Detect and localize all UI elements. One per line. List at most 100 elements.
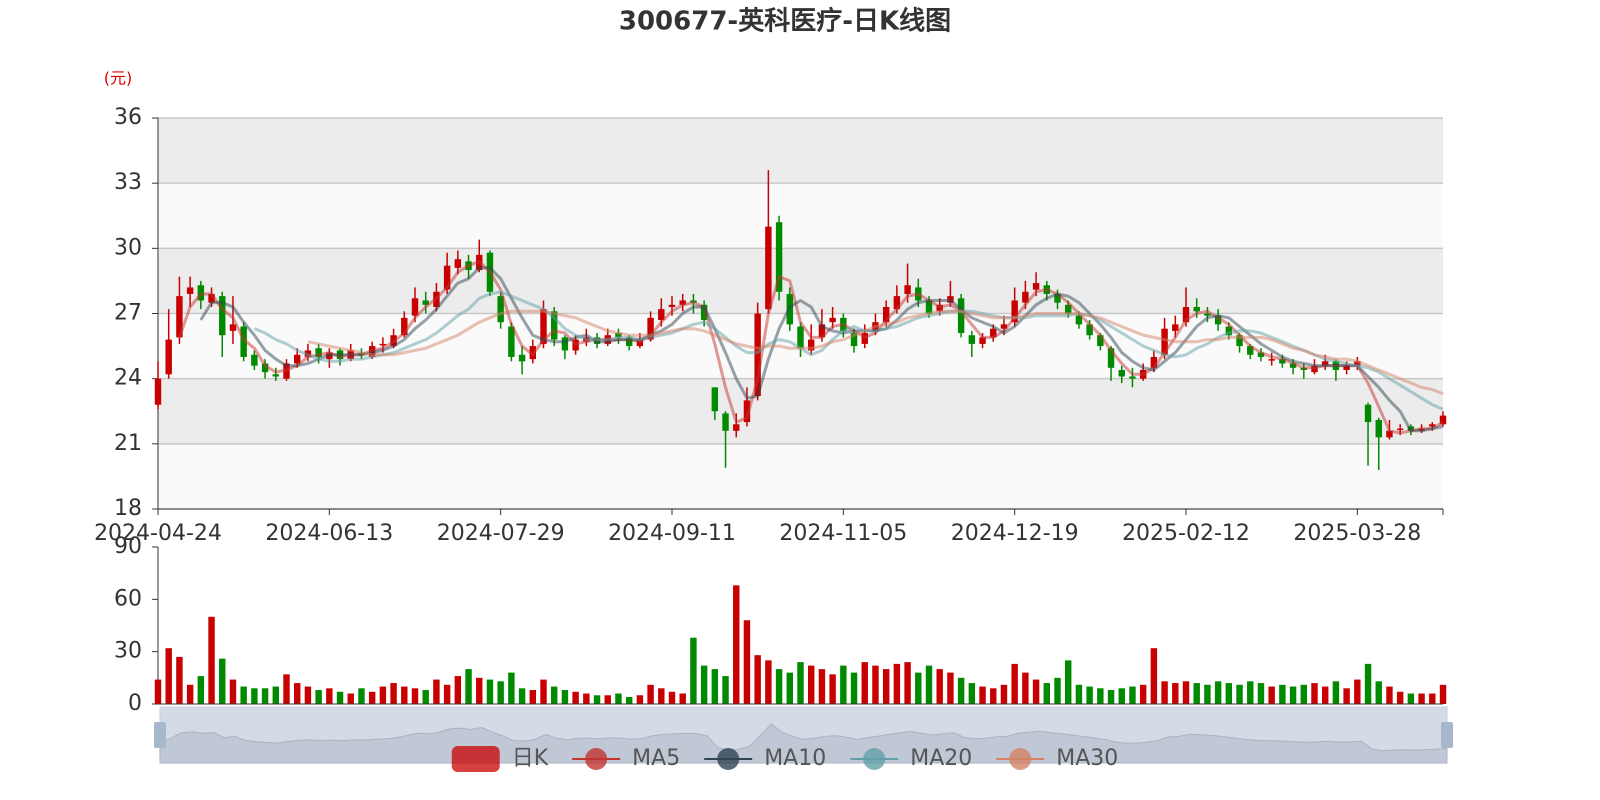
x-tick-label: 2024-12-19 xyxy=(951,521,1079,546)
volume-bar xyxy=(518,688,526,704)
volume-bar xyxy=(936,669,943,704)
volume-bar xyxy=(807,665,815,704)
volume-bar xyxy=(272,686,280,704)
candle-body xyxy=(229,324,237,331)
candle-body xyxy=(550,311,558,340)
y-tick-label: 24 xyxy=(114,366,142,391)
legend-item[interactable]: MA20 xyxy=(850,746,972,771)
legend-item[interactable]: MA30 xyxy=(996,746,1118,771)
volume-bar xyxy=(240,686,247,704)
volume-bar xyxy=(990,688,997,704)
volume-bar xyxy=(1257,683,1265,704)
volume-bar xyxy=(1118,688,1125,704)
candle-body xyxy=(1204,313,1211,316)
volume-bar xyxy=(1343,688,1350,704)
volume-bar xyxy=(733,585,740,704)
volume-bar xyxy=(872,665,879,704)
legend-item[interactable]: MA10 xyxy=(704,746,826,771)
volume-bar xyxy=(1268,686,1275,704)
legend-icon xyxy=(863,748,886,770)
volume-bar xyxy=(893,663,901,704)
candle-body xyxy=(1172,324,1179,331)
candle-body xyxy=(807,339,815,351)
candle-body xyxy=(1011,300,1018,323)
candle-body xyxy=(679,300,686,305)
volume-bar xyxy=(861,662,868,704)
ma-line xyxy=(253,290,1444,411)
volume-bar xyxy=(1439,684,1447,704)
x-tick-label: 2024-07-29 xyxy=(437,521,565,546)
y-tick-label: 21 xyxy=(114,431,142,456)
legend-icon xyxy=(1009,748,1032,770)
candle-body xyxy=(1364,404,1372,423)
legend-item[interactable]: MA5 xyxy=(572,746,680,771)
candle-body xyxy=(1086,324,1093,336)
zoom-handle-left[interactable] xyxy=(154,722,166,748)
zoom-handle-right[interactable] xyxy=(1441,722,1453,748)
volume-bar xyxy=(219,658,226,704)
volume-bar xyxy=(1321,686,1329,704)
candle-body xyxy=(754,313,761,397)
candle-body xyxy=(1032,283,1040,290)
volume-bar xyxy=(625,697,633,704)
y-tick-label: 33 xyxy=(114,170,142,195)
volume-bar xyxy=(754,655,761,704)
candle-body xyxy=(968,335,976,344)
volume-bar xyxy=(1043,683,1051,704)
legend-item[interactable]: 日K xyxy=(451,746,549,772)
volume-bar xyxy=(1375,681,1382,704)
candle-body xyxy=(261,363,269,373)
volume-bar xyxy=(1364,663,1372,704)
volume-bar xyxy=(722,676,729,704)
legend-icon xyxy=(451,746,500,772)
y-tick-label: 60 xyxy=(114,586,142,611)
candle-body xyxy=(208,293,215,303)
volume-bar xyxy=(293,683,301,704)
candle-body xyxy=(251,354,258,366)
candle-body xyxy=(411,298,419,316)
candle-body xyxy=(893,296,901,310)
volume-bar xyxy=(315,690,322,704)
volume-bar xyxy=(508,672,515,704)
split-area xyxy=(158,378,1443,444)
candle-body xyxy=(1225,326,1233,336)
candle-body xyxy=(1386,430,1393,438)
volume-bar xyxy=(1429,693,1436,704)
candle-body xyxy=(1429,424,1436,427)
candle-body xyxy=(154,378,162,405)
x-tick-label: 2025-03-28 xyxy=(1293,521,1421,546)
volume-bar xyxy=(679,693,686,704)
volume-bar xyxy=(1032,679,1040,704)
volume-bar xyxy=(368,691,376,704)
candle-body xyxy=(1075,315,1083,325)
y-tick-label: 30 xyxy=(114,639,142,664)
x-tick-label: 2025-02-12 xyxy=(1122,521,1250,546)
candle-body xyxy=(165,339,172,375)
volume-bar xyxy=(743,620,751,704)
legend: 日K MA5 MA10 MA20 MA30 xyxy=(451,746,1118,772)
x-tick-label: 2024-09-11 xyxy=(608,521,736,546)
volume-bar xyxy=(529,690,537,704)
y-tick-label: 27 xyxy=(114,301,142,326)
candle-body xyxy=(1247,346,1254,355)
volume-bar xyxy=(915,672,922,704)
volume-bar xyxy=(1236,684,1243,704)
legend-icon xyxy=(585,748,608,770)
candle-body xyxy=(615,333,622,338)
volume-bar xyxy=(1075,684,1083,704)
volume-bar xyxy=(1354,679,1361,704)
volume-bar xyxy=(615,693,622,704)
volume-bar xyxy=(486,679,494,704)
candle-body xyxy=(1236,335,1243,347)
split-area xyxy=(158,248,1443,314)
candle-body xyxy=(765,226,772,310)
candle-body xyxy=(647,317,654,340)
volume-bar xyxy=(850,672,858,704)
volume-bar xyxy=(636,695,644,704)
volume-bar xyxy=(1022,672,1029,704)
y-tick-label: 18 xyxy=(114,496,142,521)
volume-bar xyxy=(1204,684,1211,704)
volume-bar xyxy=(690,637,697,704)
candle-body xyxy=(1396,428,1404,431)
volume-bar xyxy=(786,672,794,704)
